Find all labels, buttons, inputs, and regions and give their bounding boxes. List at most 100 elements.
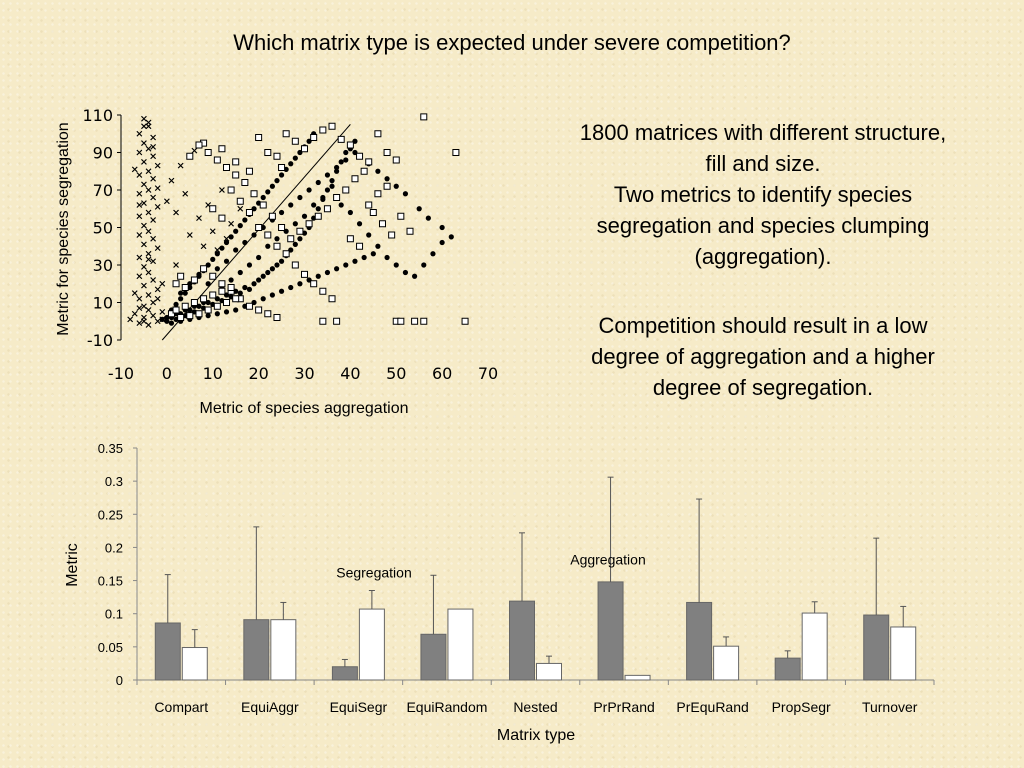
cross-point bbox=[141, 115, 147, 122]
cross-point bbox=[136, 202, 143, 208]
dot-point bbox=[223, 309, 230, 315]
cross-point bbox=[141, 140, 147, 147]
dot-point bbox=[338, 202, 344, 208]
cross-point bbox=[136, 130, 143, 137]
square-point bbox=[264, 310, 272, 318]
dot-point bbox=[324, 172, 331, 178]
dot-point bbox=[178, 290, 184, 296]
dot-point bbox=[223, 239, 230, 246]
square-point bbox=[232, 171, 240, 179]
x-tick-label: 20 bbox=[248, 364, 268, 383]
dot-point bbox=[205, 313, 211, 319]
square-point bbox=[232, 158, 240, 166]
square-point bbox=[241, 179, 249, 186]
dot-point bbox=[265, 243, 271, 249]
aggregation-bar bbox=[420, 633, 447, 681]
square-point bbox=[190, 276, 198, 284]
y-tick-label: 110 bbox=[82, 106, 113, 125]
cross-point bbox=[150, 217, 157, 223]
cross-point bbox=[154, 245, 161, 252]
aggregation-annotation: Aggregation bbox=[570, 551, 646, 567]
cross-point bbox=[154, 203, 161, 210]
square-point bbox=[195, 141, 203, 149]
dot-point bbox=[384, 176, 390, 182]
dot-point bbox=[251, 281, 257, 287]
dot-point bbox=[421, 262, 427, 268]
cross-point bbox=[154, 286, 161, 293]
square-point bbox=[346, 141, 354, 149]
x-tick-label: 60 bbox=[432, 364, 452, 383]
cross-point bbox=[136, 149, 143, 156]
dot-point bbox=[292, 241, 298, 247]
square-point bbox=[273, 242, 281, 250]
square-point bbox=[282, 130, 290, 138]
dot-point bbox=[311, 202, 317, 208]
category-label: EquiRandom bbox=[406, 699, 487, 715]
cross-point bbox=[145, 168, 152, 175]
dot-point bbox=[223, 258, 230, 264]
cross-point bbox=[136, 295, 143, 302]
square-point bbox=[365, 201, 373, 209]
dot-point bbox=[278, 172, 285, 178]
cross-point bbox=[214, 247, 221, 253]
square-point bbox=[245, 167, 253, 175]
y-tick-label: -10 bbox=[87, 331, 113, 350]
square-point bbox=[268, 212, 276, 220]
dot-point bbox=[334, 164, 340, 171]
dot-point bbox=[315, 179, 321, 186]
square-point bbox=[218, 287, 226, 295]
cross-point bbox=[163, 198, 170, 205]
dot-point bbox=[343, 149, 349, 156]
dot-point bbox=[242, 284, 248, 291]
square-point bbox=[273, 314, 281, 321]
square-point bbox=[383, 149, 391, 156]
square-point bbox=[255, 134, 263, 141]
dot-point bbox=[347, 209, 353, 216]
dot-point bbox=[375, 168, 381, 174]
cross-point bbox=[145, 228, 152, 235]
aggregation-bar bbox=[597, 581, 624, 681]
dot-point bbox=[338, 159, 344, 165]
dot-point bbox=[214, 266, 220, 272]
square-point bbox=[177, 272, 185, 280]
square-point bbox=[310, 280, 318, 288]
cross-point bbox=[200, 243, 207, 250]
square-point bbox=[250, 190, 258, 198]
square-point bbox=[213, 302, 221, 310]
aggregation-bar bbox=[509, 600, 535, 681]
square-point bbox=[209, 272, 217, 280]
square-point bbox=[356, 242, 364, 250]
dot-point bbox=[297, 281, 303, 287]
slide-title: Which matrix type is expected under seve… bbox=[233, 30, 791, 55]
segregation-bar bbox=[270, 619, 297, 681]
dot-point bbox=[361, 254, 367, 261]
dot-point bbox=[214, 251, 220, 257]
x-tick-label: 10 bbox=[203, 364, 223, 383]
dot-point bbox=[233, 307, 239, 313]
segregation-bar bbox=[801, 612, 828, 681]
y-tick-label: 0.25 bbox=[98, 507, 123, 522]
description-line: segregation and species clumping bbox=[596, 213, 930, 238]
dot-point bbox=[324, 187, 331, 193]
cross-point bbox=[196, 215, 202, 222]
cross-point bbox=[145, 307, 152, 313]
square-point bbox=[236, 197, 244, 205]
x-axis-title: Matrix type bbox=[497, 727, 575, 744]
dot-point bbox=[228, 234, 234, 240]
square-point bbox=[177, 314, 185, 321]
cross-point bbox=[131, 310, 138, 317]
square-point bbox=[333, 194, 341, 201]
dot-point bbox=[274, 262, 280, 268]
square-point bbox=[291, 261, 299, 269]
cross-point bbox=[145, 269, 152, 276]
cross-point bbox=[145, 256, 152, 263]
dot-point bbox=[425, 215, 431, 221]
cross-point bbox=[141, 263, 147, 270]
dot-point bbox=[402, 269, 409, 276]
square-point bbox=[305, 220, 313, 228]
dot-point bbox=[288, 202, 294, 208]
square-point bbox=[328, 295, 336, 303]
cross-point bbox=[150, 258, 157, 265]
square-point bbox=[278, 164, 286, 171]
